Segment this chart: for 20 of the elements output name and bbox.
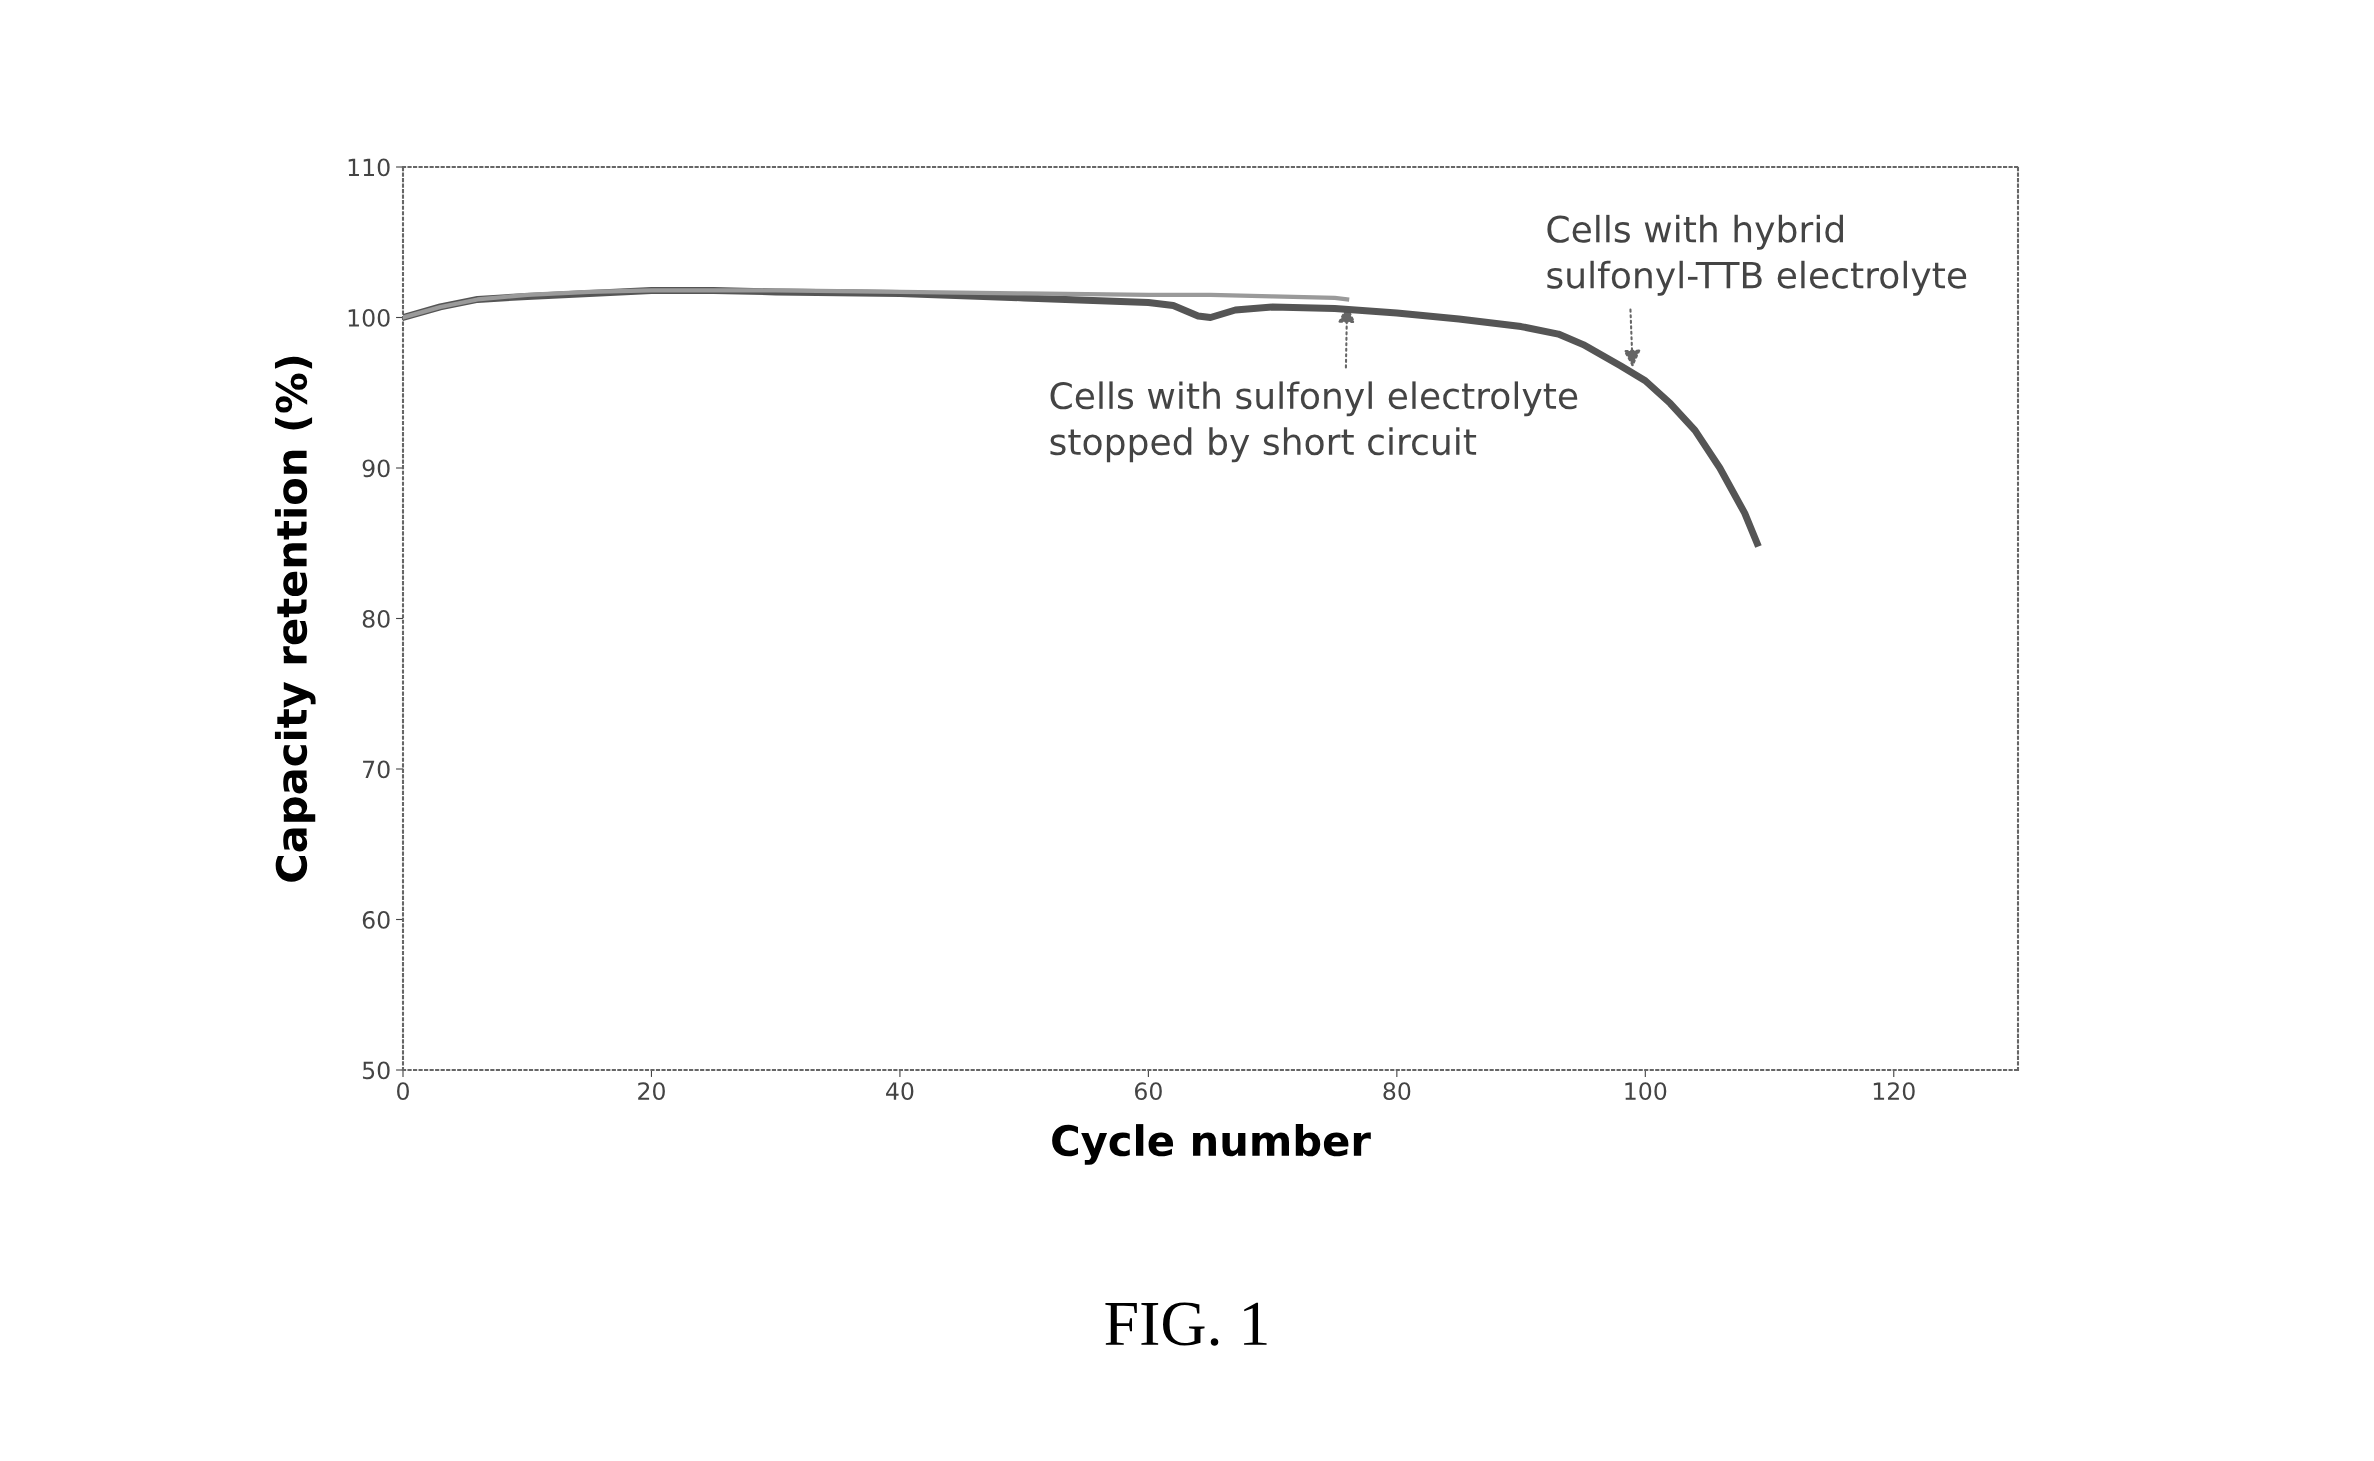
annotation: Cells with sulfonyl electrolyte stopped by short circuit bbox=[1050, 381, 1578, 463]
x-tick-label: 60 bbox=[1135, 1082, 1162, 1101]
x-tick-label: 100 bbox=[1625, 1082, 1667, 1101]
y-tick-label: 100 bbox=[348, 308, 390, 327]
y-tick-label: 90 bbox=[362, 459, 390, 478]
annotation: Cells with hybrid sulfonyl-TTB electrolyte bbox=[1547, 214, 1967, 296]
line-series bbox=[403, 288, 1350, 320]
y-tick-label: 110 bbox=[348, 158, 390, 177]
x-tick-label: 20 bbox=[638, 1082, 665, 1101]
y-tick-label: 70 bbox=[363, 760, 390, 779]
x-tick-label: 80 bbox=[1383, 1082, 1411, 1101]
caption: FIG. 1 bbox=[1105, 1302, 1267, 1346]
y-tick-label: 80 bbox=[362, 609, 390, 628]
x-axis-title: Cycle number bbox=[1052, 1124, 1371, 1165]
x-tick-label: 120 bbox=[1873, 1082, 1915, 1101]
y-tick-label: 50 bbox=[362, 1061, 390, 1080]
x-tick-label: 0 bbox=[397, 1082, 409, 1101]
y-axis-title: Capacity retention (%) bbox=[274, 356, 316, 882]
x-tick-label: 40 bbox=[886, 1082, 914, 1101]
y-tick-label: 60 bbox=[362, 910, 390, 929]
